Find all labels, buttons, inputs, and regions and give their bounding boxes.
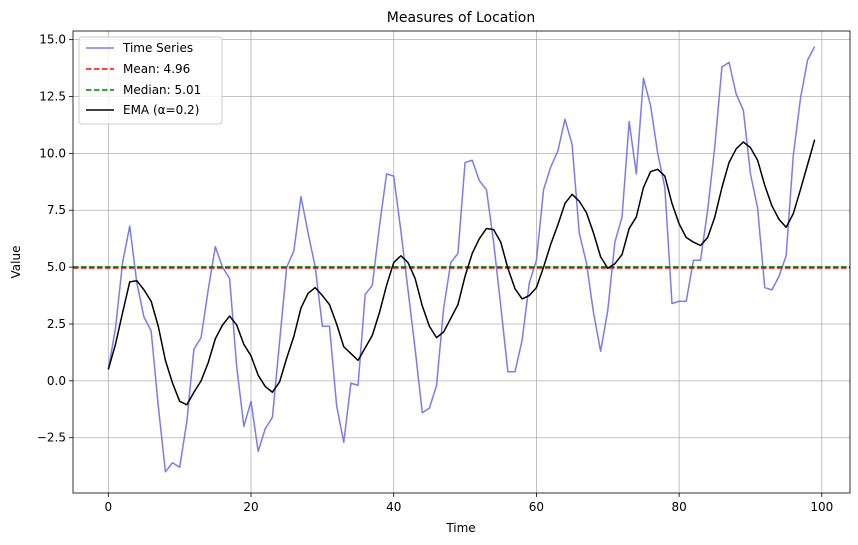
legend: Time Series Mean: 4.96 Median: 5.01 EMA … xyxy=(78,36,223,125)
legend-label-ema: EMA (α=0.2) xyxy=(123,103,199,117)
series-line-ema xyxy=(107,139,816,406)
series-line-time-series xyxy=(107,46,816,473)
y-tick-label: 7.5 xyxy=(47,203,66,217)
chart-title: Measures of Location xyxy=(387,10,535,26)
x-tick-label: 0 xyxy=(104,500,112,514)
legend-box xyxy=(78,36,223,125)
legend-label-median: Median: 5.01 xyxy=(123,83,201,97)
plot-series xyxy=(73,46,850,473)
x-tick-label: 80 xyxy=(671,500,686,514)
y-tick-label: −2.5 xyxy=(37,431,66,445)
legend-label-mean: Mean: 4.96 xyxy=(123,62,190,76)
y-tick-label: 0.0 xyxy=(47,374,66,388)
y-tick-label: 10.0 xyxy=(39,146,66,160)
y-tick-label: 12.5 xyxy=(39,90,66,104)
plot-frame xyxy=(72,30,851,494)
y-tick-label: 5.0 xyxy=(47,260,66,274)
x-tick-label: 100 xyxy=(810,500,833,514)
x-tick-label: 20 xyxy=(243,500,258,514)
axis-ticks: 0 20 40 60 80 100 −2.5 0.0 2.5 5.0 7.5 10.0 12.5 15.0 xyxy=(37,33,833,514)
x-axis-label: Time xyxy=(445,521,475,535)
x-tick-label: 40 xyxy=(386,500,401,514)
y-tick-label: 15.0 xyxy=(39,33,66,47)
legend-label-time-series: Time Series xyxy=(122,41,193,55)
x-tick-label: 60 xyxy=(529,500,544,514)
y-axis-label: Value xyxy=(9,246,23,279)
y-tick-label: 2.5 xyxy=(47,317,66,331)
